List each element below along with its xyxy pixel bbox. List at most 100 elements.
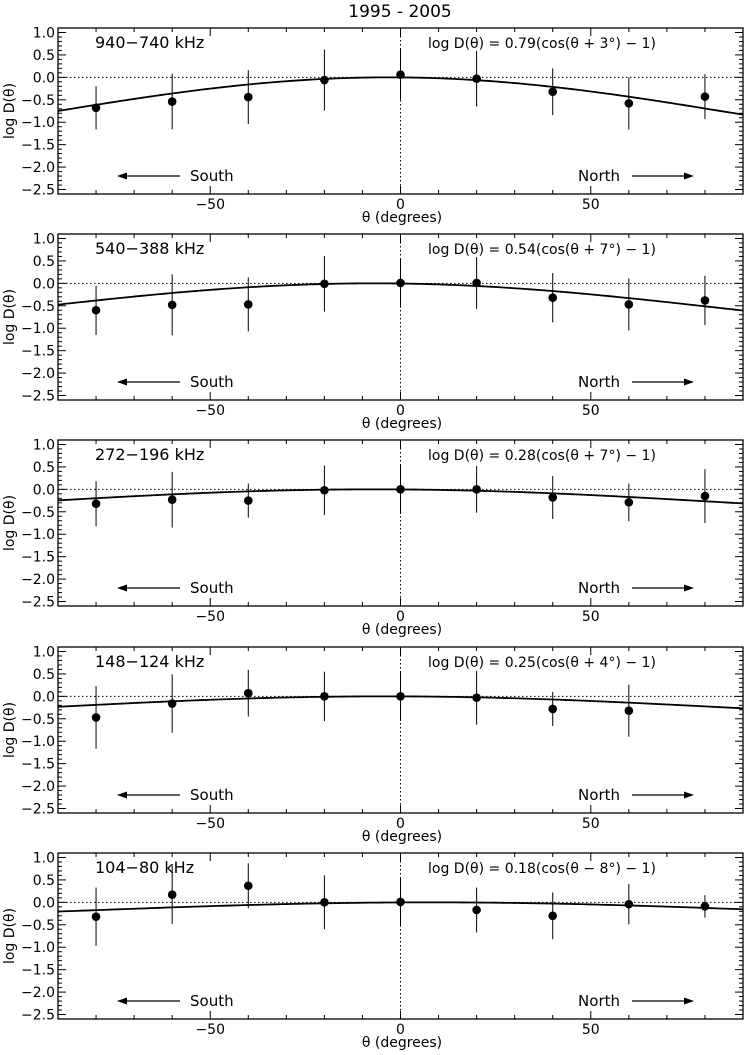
y-axis-label: log D(θ) (2, 702, 18, 758)
y-tick-label: 0.5 (33, 873, 55, 889)
north-arrow-head (684, 791, 694, 799)
data-point (167, 890, 177, 900)
x-axis-label: θ (degrees) (362, 829, 442, 845)
data-point (243, 688, 253, 698)
x-axis-label: θ (degrees) (362, 416, 442, 432)
fit-equation-label: log D(θ) = 0.79(cos(θ + 3°) − 1) (428, 36, 656, 52)
south-label: South (190, 786, 234, 804)
y-tick-label: −2.0 (21, 572, 55, 588)
y-tick-label: −1.0 (21, 321, 55, 337)
data-point (91, 713, 101, 722)
y-axis-label: log D(θ) (2, 908, 18, 964)
frequency-label: 940−740 kHz (95, 33, 204, 52)
south-arrow-head (117, 584, 127, 592)
y-axis-label: log D(θ) (2, 83, 18, 139)
data-point (624, 498, 634, 507)
x-tick-label: 50 (582, 197, 600, 213)
data-point (167, 97, 177, 106)
x-axis-label: θ (degrees) (362, 210, 442, 226)
y-tick-label: −0.5 (21, 299, 55, 315)
fit-equation-label: log D(θ) = 0.25(cos(θ + 4°) − 1) (428, 655, 656, 671)
frequency-label: 104−80 kHz (95, 858, 194, 877)
x-tick-label: 50 (582, 403, 600, 419)
y-tick-label: 0.0 (33, 482, 55, 498)
y-tick-label: −0.5 (21, 918, 55, 934)
north-label: North (578, 579, 620, 597)
frequency-label: 540−388 kHz (95, 239, 204, 258)
south-arrow-head (117, 791, 127, 799)
chart-panel-5: 1.0 0.5 0.0 −0.5 −1.0 −1.5 −2.0 −2.5 −50 0 50 θ (de… (2, 850, 744, 1051)
figure-title: 1995 - 2005 (348, 2, 451, 22)
data-point (548, 87, 558, 97)
x-tick-label: 0 (396, 1022, 405, 1038)
y-tick-label: 1.0 (33, 437, 55, 453)
north-label: North (578, 167, 620, 185)
data-point (243, 881, 253, 891)
y-tick-label: −1.0 (21, 734, 55, 750)
y-tick-label: 1.0 (33, 644, 55, 660)
data-point (700, 902, 710, 911)
y-tick-label: −1.0 (21, 527, 55, 543)
x-tick-label: 50 (582, 816, 600, 832)
y-tick-label: −0.5 (21, 505, 55, 521)
north-arrow-head (684, 997, 694, 1005)
data-point (320, 898, 329, 907)
data-point (91, 103, 101, 113)
data-point (548, 704, 558, 714)
data-point (396, 70, 405, 79)
data-point (396, 692, 405, 701)
y-tick-label: −2.5 (21, 802, 55, 818)
data-point (548, 293, 558, 303)
data-point (320, 485, 329, 495)
x-tick-label: 0 (396, 816, 405, 832)
north-label: North (578, 992, 620, 1010)
x-tick-label: −50 (195, 1022, 225, 1038)
data-point (472, 278, 481, 288)
south-arrow-head (117, 997, 127, 1005)
data-point (243, 92, 253, 102)
data-point (320, 279, 329, 289)
y-tick-label: −2.5 (21, 183, 55, 199)
x-tick-label: 50 (582, 609, 600, 625)
y-tick-label: −2.5 (21, 1008, 55, 1024)
data-point (472, 905, 481, 915)
x-tick-label: −50 (195, 816, 225, 832)
x-tick-label: −50 (195, 197, 225, 213)
data-point (243, 300, 253, 309)
x-tick-label: −50 (195, 609, 225, 625)
y-tick-label: −2.0 (21, 366, 55, 382)
data-point (396, 485, 405, 494)
y-tick-label: 1.0 (33, 25, 55, 41)
data-point (167, 699, 177, 708)
y-tick-label: −1.0 (21, 940, 55, 956)
y-tick-label: −2.0 (21, 985, 55, 1001)
y-tick-label: −1.5 (21, 550, 55, 566)
y-tick-label: 0.5 (33, 460, 55, 476)
y-tick-label: 0.0 (33, 689, 55, 705)
y-tick-label: 1.0 (33, 850, 55, 866)
data-point (700, 491, 710, 501)
data-point (548, 493, 558, 502)
chart-panel-2: 1.0 0.5 0.0 −0.5 −1.0 −1.5 −2.0 −2.5 −50 0 50 θ (de… (2, 231, 744, 432)
south-label: South (190, 579, 234, 597)
y-tick-label: −0.5 (21, 712, 55, 728)
x-tick-label: −50 (195, 403, 225, 419)
x-tick-label: 50 (582, 1022, 600, 1038)
x-axis-label: θ (degrees) (362, 1035, 442, 1051)
fit-equation-label: log D(θ) = 0.54(cos(θ + 7°) − 1) (428, 242, 656, 258)
data-point (167, 300, 177, 310)
y-tick-label: −2.5 (21, 595, 55, 611)
data-point (320, 75, 329, 85)
north-arrow-head (684, 584, 694, 592)
data-point (396, 278, 405, 288)
fit-equation-label: log D(θ) = 0.18(cos(θ − 8°) − 1) (428, 861, 656, 877)
chart-panel-1: 1.0 0.5 0.0 −0.5 −1.0 −1.5 −2.0 −2.5 −50 0 50 θ (de… (2, 25, 744, 226)
y-tick-label: −1.0 (21, 115, 55, 131)
y-tick-label: 0.0 (33, 276, 55, 292)
data-point (91, 305, 101, 315)
x-tick-label: 0 (396, 403, 405, 419)
data-point (624, 300, 634, 309)
y-tick-label: 0.5 (33, 667, 55, 683)
y-tick-label: −1.5 (21, 963, 55, 979)
